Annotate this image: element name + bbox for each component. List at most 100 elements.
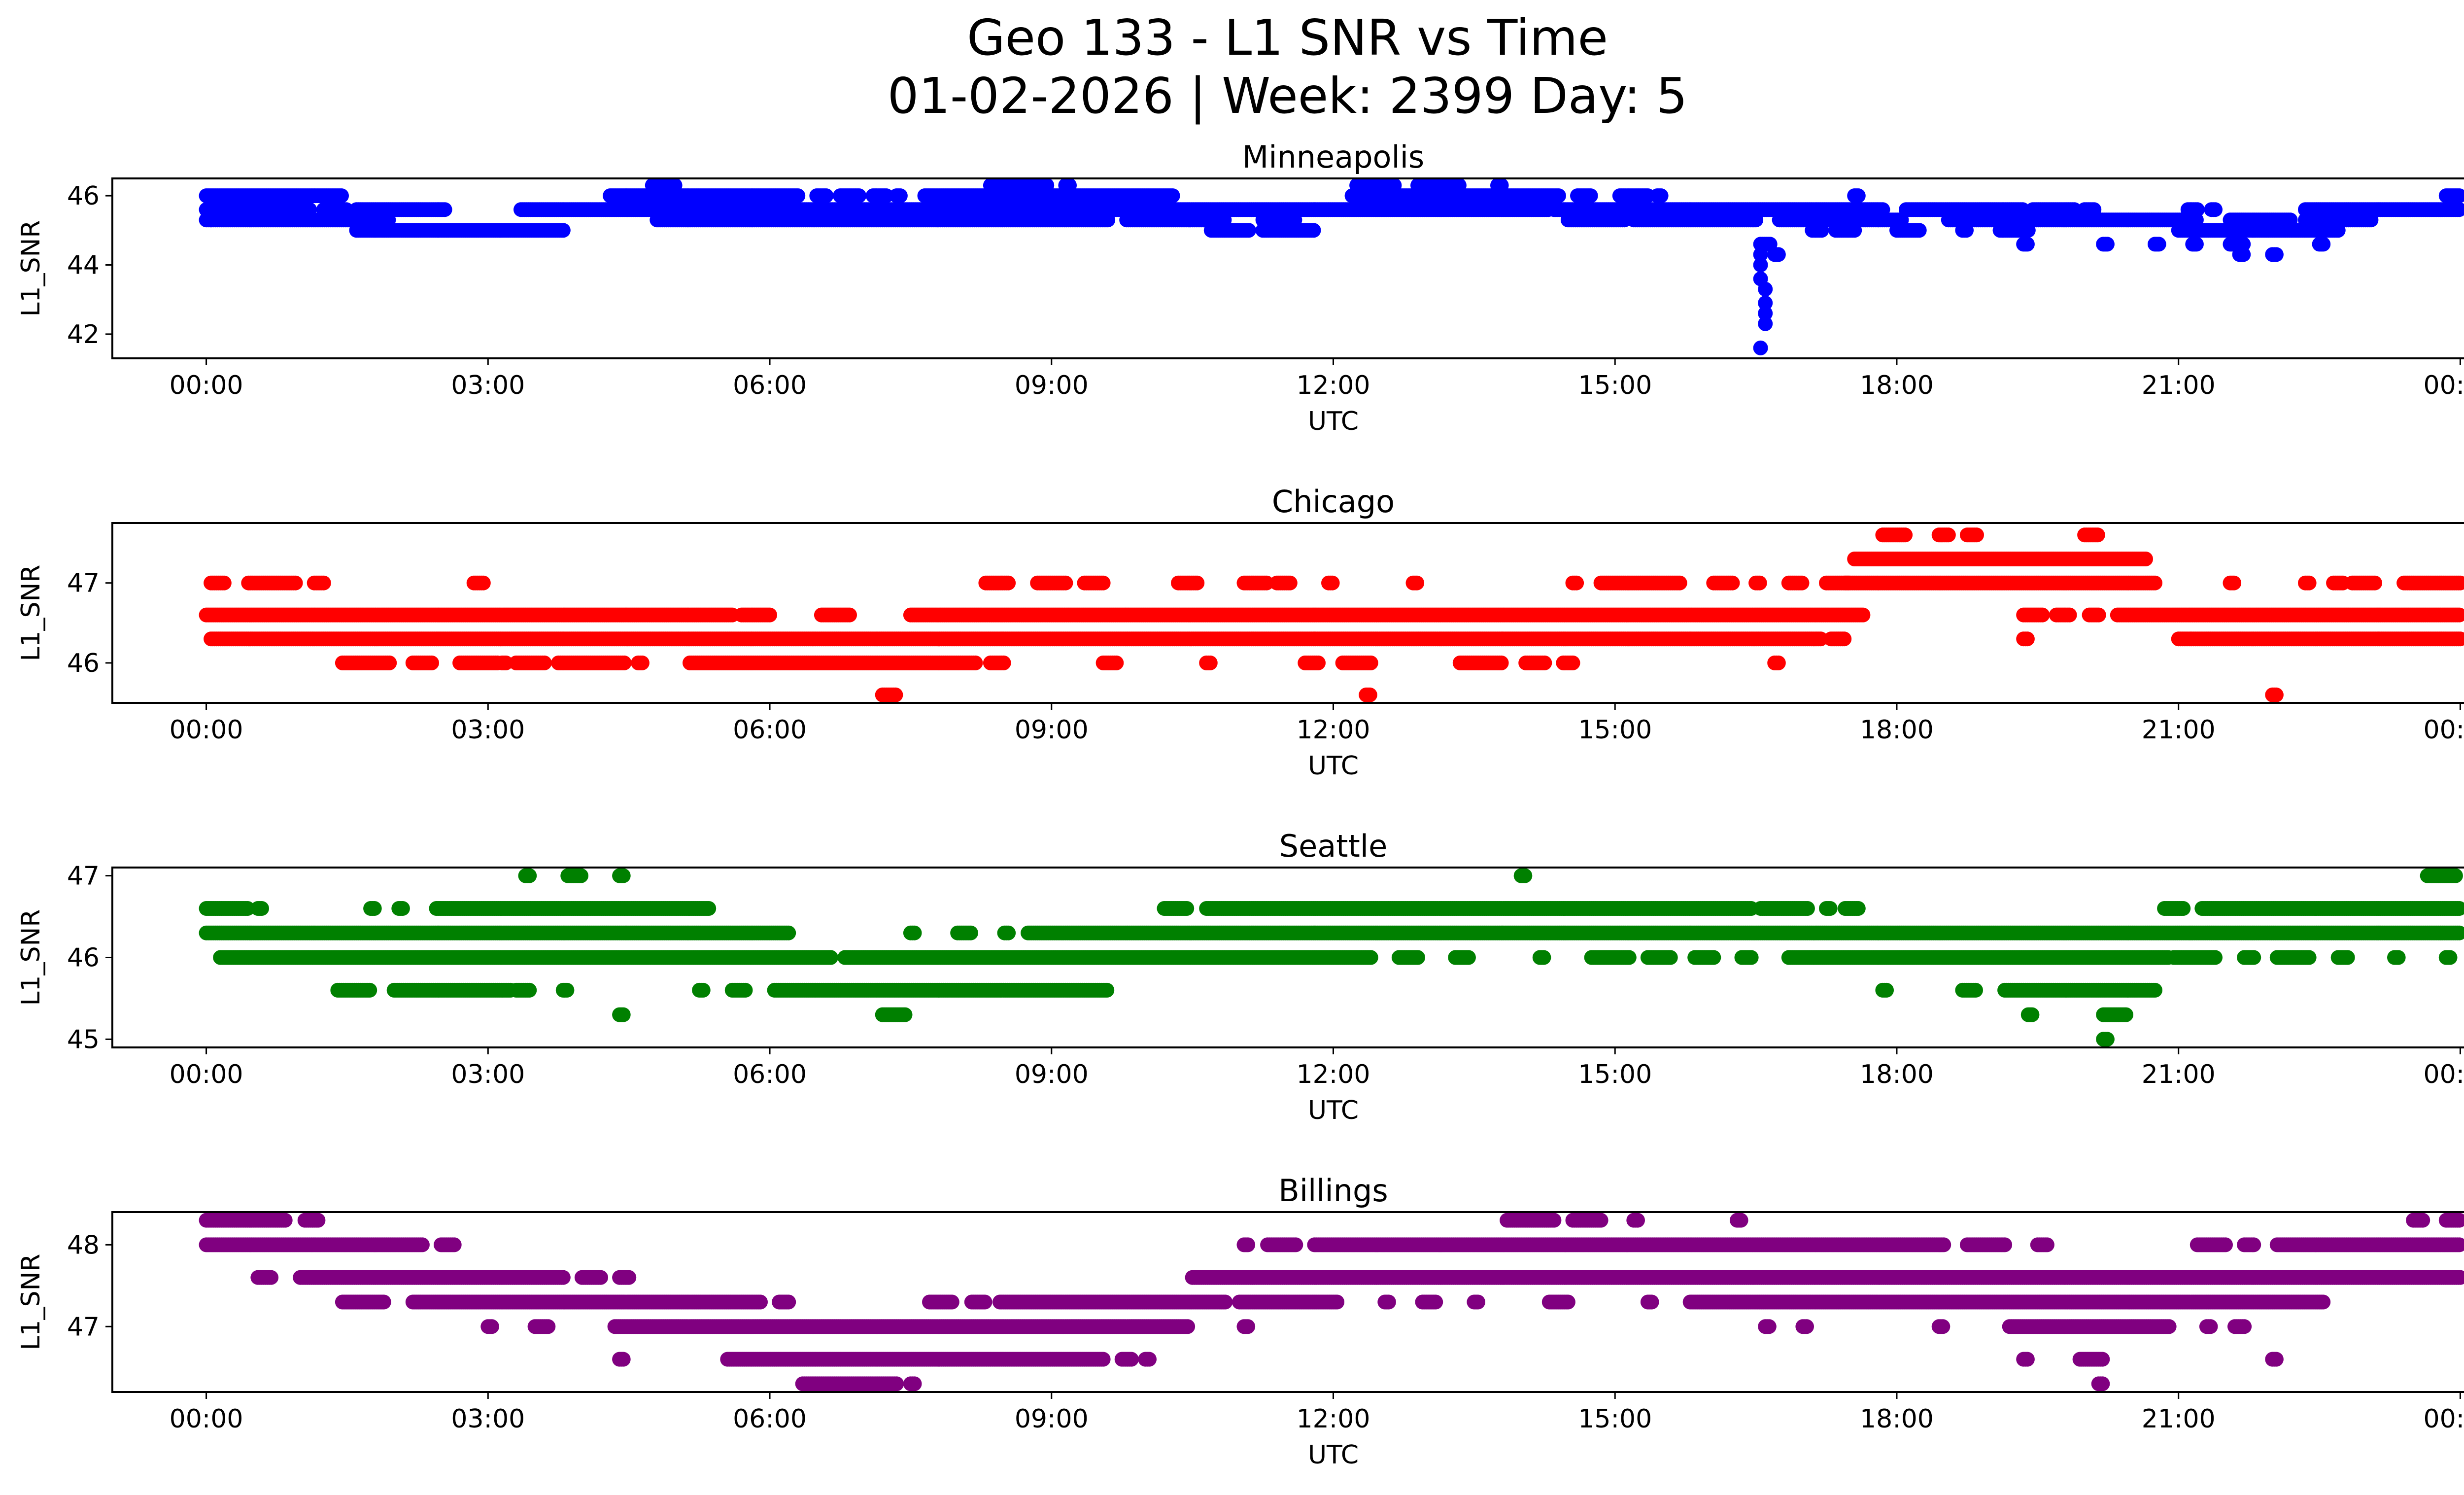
data-point bbox=[1672, 575, 1687, 591]
data-point bbox=[1758, 306, 1773, 321]
data-point bbox=[2316, 237, 2331, 252]
data-point bbox=[1653, 188, 1669, 204]
data-point bbox=[1725, 575, 1740, 591]
subplot-title: Chicago bbox=[1272, 484, 1395, 520]
data-point bbox=[1752, 575, 1767, 591]
data-point bbox=[2301, 575, 2317, 591]
x-tick-label: 18:00 bbox=[1860, 371, 1934, 400]
data-point bbox=[1753, 257, 1768, 273]
x-axis-label: UTC bbox=[1308, 407, 1359, 436]
data-point bbox=[1855, 607, 1871, 623]
x-tick-label: 15:00 bbox=[1578, 371, 1652, 400]
data-point bbox=[2236, 247, 2251, 262]
data-point bbox=[1814, 223, 1829, 238]
x-tick-label: 03:00 bbox=[451, 371, 525, 400]
data-point bbox=[1165, 188, 1180, 204]
data-point bbox=[1898, 527, 1913, 543]
data-point bbox=[819, 188, 834, 204]
data-point bbox=[1259, 575, 1274, 591]
y-tick-label: 46 bbox=[67, 181, 100, 211]
y-axis-label: L1_SNR bbox=[16, 220, 46, 316]
data-point bbox=[1941, 527, 1956, 543]
x-tick-label: 00:00 bbox=[2423, 371, 2464, 400]
data-point bbox=[790, 188, 806, 204]
data-point bbox=[1282, 575, 1298, 591]
data-point bbox=[1969, 527, 1984, 543]
data-point bbox=[2452, 202, 2464, 217]
y-tick-label: 42 bbox=[67, 320, 100, 349]
data-point bbox=[316, 575, 331, 591]
subplot-title: Minneapolis bbox=[1242, 139, 1425, 175]
data-point bbox=[2226, 575, 2242, 591]
data-point bbox=[1100, 212, 1116, 228]
figure-title-line-2: 01-02-2026 | Week: 2399 Day: 5 bbox=[887, 67, 1688, 125]
subplot-minneapolis: Minneapolis 00:00 03:00 06:00 09:00 12:00 15:0… bbox=[16, 139, 2464, 436]
data-point bbox=[2151, 237, 2166, 252]
data-point bbox=[1794, 575, 1810, 591]
data-point bbox=[437, 202, 452, 217]
data-point bbox=[555, 223, 571, 238]
data-point bbox=[2090, 527, 2105, 543]
data-point bbox=[2091, 607, 2106, 623]
data-point bbox=[288, 575, 303, 591]
data-point bbox=[2035, 607, 2050, 623]
data-point bbox=[1850, 188, 1866, 204]
x-tick-label: 12:00 bbox=[1297, 371, 1370, 400]
data-point bbox=[2020, 223, 2036, 238]
data-point bbox=[2208, 202, 2223, 217]
data-point bbox=[1551, 188, 1566, 204]
data-point bbox=[892, 188, 908, 204]
data-point bbox=[2019, 237, 2035, 252]
data-point bbox=[1753, 340, 1768, 355]
data-point bbox=[2330, 223, 2346, 238]
data-point bbox=[2189, 237, 2204, 252]
data-point bbox=[1959, 223, 1974, 238]
data-point bbox=[2452, 188, 2464, 204]
data-point bbox=[334, 188, 349, 204]
data-point bbox=[762, 607, 777, 623]
data-point bbox=[2148, 575, 2162, 591]
data-point bbox=[1847, 223, 1862, 238]
data-point bbox=[2453, 575, 2464, 591]
data-point bbox=[1758, 281, 1773, 297]
data-point bbox=[1306, 223, 1321, 238]
data-point bbox=[216, 575, 232, 591]
data-point bbox=[1748, 212, 1764, 228]
data-point bbox=[879, 188, 894, 204]
data-point bbox=[1583, 188, 1598, 204]
y-tick-label: 44 bbox=[67, 250, 100, 280]
x-tick-label: 00:00 bbox=[170, 371, 243, 400]
data-point bbox=[1190, 575, 1205, 591]
figure-title: Geo 133 - L1 SNR vs Time 01-02-2026 | We… bbox=[0, 9, 2464, 125]
figure-title-line-1: Geo 133 - L1 SNR vs Time bbox=[967, 9, 1608, 67]
x-tick-label: 09:00 bbox=[1015, 371, 1089, 400]
data-point bbox=[1758, 295, 1773, 311]
data-point bbox=[476, 575, 491, 591]
data-point bbox=[1912, 223, 1927, 238]
data-point bbox=[852, 188, 867, 204]
data-point bbox=[1758, 316, 1773, 331]
data-point bbox=[1569, 575, 1584, 591]
data-point bbox=[1058, 575, 1073, 591]
x-tick-label: 06:00 bbox=[733, 371, 807, 400]
data-point bbox=[2363, 212, 2379, 228]
data-point bbox=[2367, 575, 2382, 591]
data-point bbox=[1409, 575, 1425, 591]
data-point bbox=[1325, 575, 1340, 591]
data-point bbox=[2138, 552, 2153, 566]
scatter-series bbox=[199, 527, 2464, 702]
data-point bbox=[1753, 247, 1768, 262]
data-point bbox=[204, 212, 219, 228]
data-point bbox=[842, 607, 857, 623]
data-point bbox=[1771, 247, 1786, 262]
data-point bbox=[1095, 575, 1111, 591]
data-point bbox=[1241, 223, 1256, 238]
data-point bbox=[2268, 247, 2284, 262]
data-point bbox=[2452, 607, 2464, 623]
data-point bbox=[2062, 607, 2077, 623]
data-point bbox=[1001, 575, 1016, 591]
x-tick-label: 21:00 bbox=[2142, 371, 2216, 400]
